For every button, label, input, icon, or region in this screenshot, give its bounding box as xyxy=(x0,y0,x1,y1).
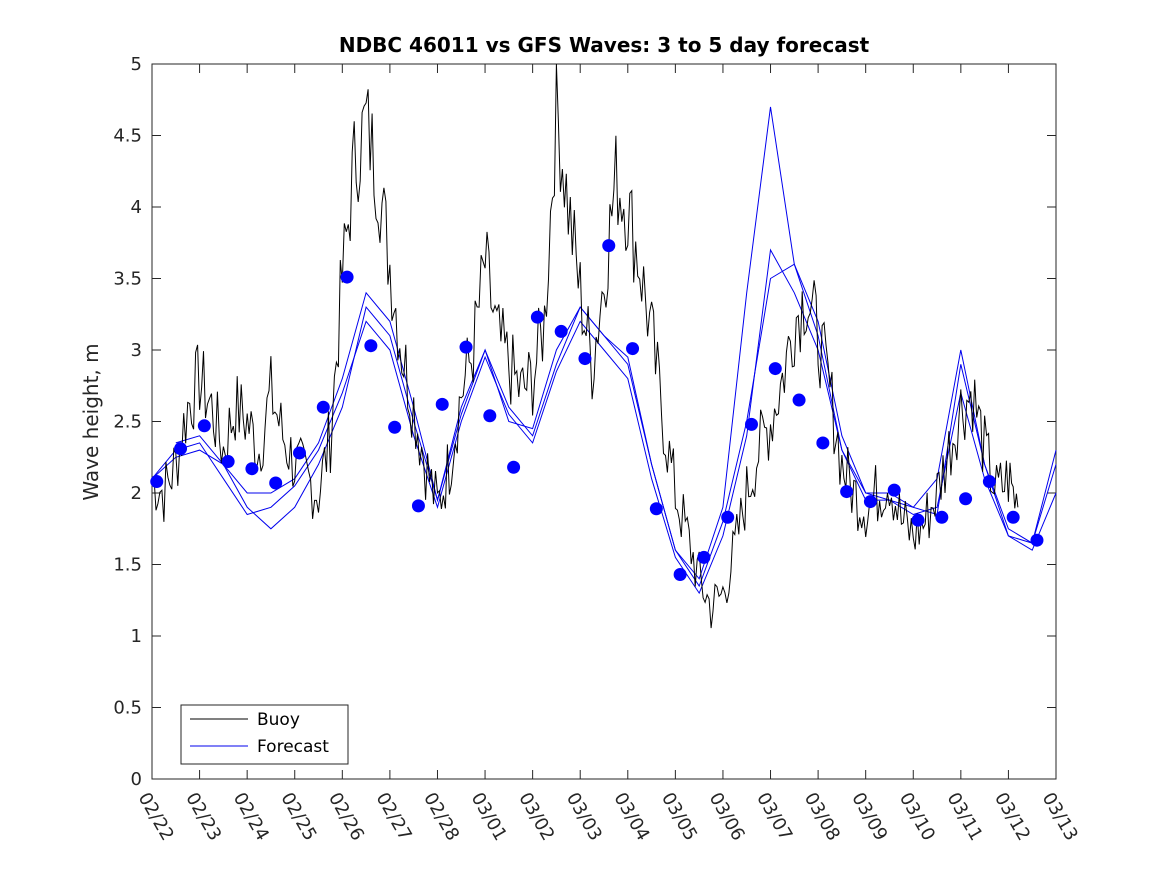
forecast-marker xyxy=(269,476,283,490)
forecast-marker xyxy=(292,446,306,460)
forecast-markers xyxy=(150,239,1044,582)
forecast-marker xyxy=(768,362,782,376)
forecast-marker xyxy=(744,417,758,431)
y-tick-label: 3 xyxy=(131,340,142,361)
forecast-marker xyxy=(721,510,735,524)
forecast-marker xyxy=(792,393,806,407)
legend-entry-buoy: Buoy xyxy=(257,710,300,730)
forecast-marker xyxy=(197,419,211,433)
forecast-marker xyxy=(673,568,687,582)
forecast-marker xyxy=(459,340,473,354)
legend-entry-forecast: Forecast xyxy=(257,737,329,757)
forecast-marker xyxy=(364,339,378,353)
y-tick-label: 0 xyxy=(131,769,142,790)
forecast-marker xyxy=(150,475,164,489)
forecast-marker xyxy=(388,420,402,434)
y-tick-label: 4 xyxy=(131,197,142,218)
forecast-marker xyxy=(554,324,568,338)
forecast-marker xyxy=(1006,510,1020,524)
forecast-marker xyxy=(863,495,877,509)
y-tick-label: 1.5 xyxy=(113,555,142,576)
forecast-line xyxy=(151,248,1057,595)
y-axis-label: Wave height, m xyxy=(79,343,103,500)
forecast-marker xyxy=(840,485,854,499)
forecast-marker xyxy=(1030,533,1044,547)
y-tick-label: 4.5 xyxy=(113,126,142,147)
forecast-marker xyxy=(174,442,188,456)
forecast-marker xyxy=(340,270,354,284)
y-tick-label: 2 xyxy=(131,483,142,504)
forecast-marker xyxy=(887,483,901,497)
forecast-marker xyxy=(316,400,330,414)
forecast-marker xyxy=(602,239,616,253)
forecast-marker xyxy=(530,310,544,324)
y-tick-label: 5 xyxy=(131,54,142,75)
y-tick-label: 1 xyxy=(131,626,142,647)
forecast-marker xyxy=(935,510,949,524)
forecast-marker xyxy=(507,460,521,474)
forecast-marker xyxy=(411,499,425,513)
forecast-marker xyxy=(221,455,235,469)
forecast-marker xyxy=(435,397,449,411)
chart-title: NDBC 46011 vs GFS Waves: 3 to 5 day fore… xyxy=(339,33,870,57)
forecast-marker xyxy=(626,342,640,356)
y-tick-label: 3.5 xyxy=(113,269,142,290)
y-tick-label: 0.5 xyxy=(113,698,142,719)
forecast-marker xyxy=(959,492,973,506)
y-tick-label: 2.5 xyxy=(113,412,142,433)
forecast-marker xyxy=(816,436,830,450)
forecast-line xyxy=(175,106,1057,580)
y-axis: 0 0.5 1 1.5 2 2.5 3 3.5 4 4.5 5 xyxy=(113,54,1056,790)
forecast-marker xyxy=(649,502,663,516)
plot-area xyxy=(151,63,1057,780)
forecast-marker xyxy=(483,409,497,423)
legend-box xyxy=(180,704,349,765)
legend: Buoy Forecast xyxy=(180,704,349,765)
forecast-marker xyxy=(911,513,925,527)
forecast-marker xyxy=(697,550,711,564)
forecast-marker xyxy=(245,462,259,476)
forecast-marker xyxy=(982,475,996,489)
forecast-marker xyxy=(578,352,592,366)
